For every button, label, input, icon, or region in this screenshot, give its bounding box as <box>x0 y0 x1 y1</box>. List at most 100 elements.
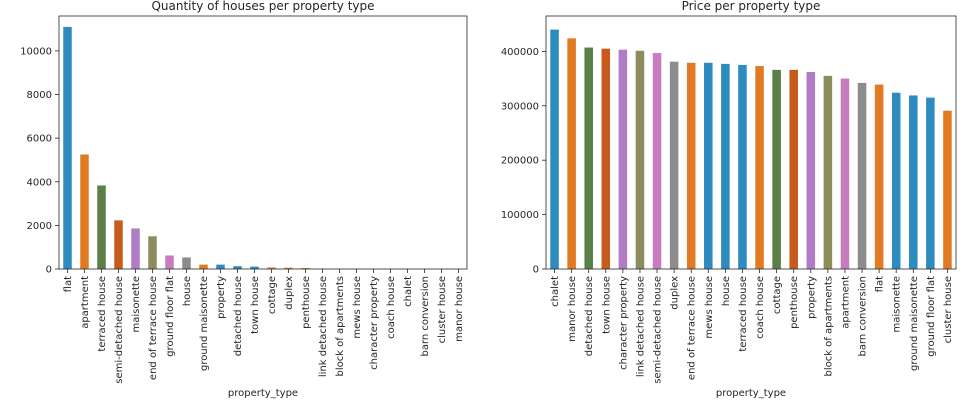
bar <box>823 75 833 270</box>
y-tick-label: 0 <box>46 265 52 276</box>
x-tick-label: penthouse <box>789 276 800 329</box>
x-tick-label: barn conversion <box>420 276 431 357</box>
y-tick-label: 0 <box>533 265 539 276</box>
x-tick-label: cluster house <box>437 276 448 343</box>
x-tick-label: ground floor flat <box>926 276 937 357</box>
x-tick-label: cluster house <box>943 276 954 343</box>
y-ticks: 0 100000 200000 300000 400000 <box>501 47 546 276</box>
x-tick-label: coach house <box>386 276 397 339</box>
y-tick-label: 100000 <box>501 210 539 221</box>
x-tick-label: manor house <box>567 276 578 342</box>
bar <box>926 97 935 269</box>
x-tick-label: penthouse <box>301 276 312 329</box>
bar <box>250 266 259 269</box>
x-tick-label: apartment <box>840 276 851 329</box>
x-tick-label: chalet <box>550 276 561 307</box>
x-tick-label: duplex <box>284 276 295 310</box>
bar <box>148 236 157 269</box>
x-tick-label: terraced house <box>97 276 108 352</box>
y-tick-label: 4000 <box>27 177 52 188</box>
x-tick-label: property <box>806 276 817 319</box>
bar <box>874 84 884 269</box>
x-tick-label: ground floor flat <box>165 276 176 357</box>
x-tick-label: coach house <box>755 276 766 339</box>
bar <box>165 255 174 269</box>
bar <box>131 228 140 269</box>
bar <box>669 61 679 270</box>
bar <box>755 66 764 270</box>
x-tick-label: house <box>721 276 732 306</box>
chart-title: Quantity of houses per property type <box>151 0 374 13</box>
bar <box>704 62 713 269</box>
bar <box>301 268 310 269</box>
x-tick-label: block of apartments <box>335 276 346 377</box>
chart-title: Price per property type <box>682 0 821 13</box>
bar <box>284 267 293 269</box>
x-tick-label: semi-detached house <box>653 276 664 384</box>
bar <box>216 264 225 269</box>
plot-frame <box>545 15 957 270</box>
x-tick-label: detached house <box>233 276 244 356</box>
x-tick-label: mews house <box>704 276 715 339</box>
x-tick-label: terraced house <box>738 276 749 352</box>
y-tick-label: 8000 <box>27 90 52 101</box>
x-tick-label: apartment <box>80 276 91 329</box>
x-tick-label: ground maisonette <box>909 276 920 371</box>
bar <box>80 154 89 269</box>
x-tick-label: chalet <box>403 276 414 307</box>
bar <box>721 63 730 269</box>
x-tick-label: cottage <box>772 276 783 314</box>
x-tick-label: detached house <box>584 276 595 356</box>
bar <box>909 95 918 270</box>
bar <box>199 264 208 269</box>
chart-price-per-property-type: Price per property type 0 100000 200000 300… <box>501 0 957 399</box>
bar <box>114 220 123 269</box>
y-tick-label: 10000 <box>20 46 52 57</box>
x-tick-label: flat <box>63 276 74 292</box>
bar <box>567 38 576 269</box>
bar <box>550 29 559 270</box>
x-tick-label: mews house <box>352 276 363 339</box>
bar <box>652 52 662 269</box>
y-tick-label: 6000 <box>27 134 52 145</box>
bar <box>63 26 72 270</box>
bars <box>63 26 463 270</box>
x-tick-label: manor house <box>454 276 465 342</box>
bar <box>635 50 645 270</box>
bar <box>686 62 696 269</box>
x-tick-label: character property <box>618 276 629 370</box>
y-tick-label: 200000 <box>501 156 539 167</box>
x-tick-label: town house <box>250 276 261 334</box>
x-tick-label: maisonette <box>131 276 142 332</box>
x-tick-label: link detached house <box>635 276 646 377</box>
x-ticks: flat apartment terraced house semi-detached… <box>63 269 465 384</box>
bar <box>789 69 798 269</box>
x-tick-label: house <box>182 276 193 306</box>
y-tick-label: 300000 <box>501 101 539 112</box>
bar <box>738 64 747 269</box>
x-axis-label: property_type <box>228 388 298 399</box>
x-tick-label: town house <box>601 276 612 334</box>
x-tick-label: flat <box>875 276 886 292</box>
y-ticks: 0 2000 4000 6000 8000 10000 <box>20 46 59 276</box>
x-tick-label: ground maisonette <box>199 276 210 371</box>
bar <box>857 82 867 269</box>
bar <box>891 92 901 269</box>
bar <box>772 69 781 269</box>
bar <box>97 185 106 269</box>
x-tick-label: duplex <box>670 276 681 310</box>
bar <box>840 78 850 270</box>
x-tick-label: semi-detached house <box>114 276 125 384</box>
bar <box>233 266 242 269</box>
bar <box>806 72 816 269</box>
bar <box>182 257 191 269</box>
bar <box>943 110 952 270</box>
x-tick-label: link detached house <box>318 276 329 377</box>
x-tick-label: cottage <box>267 276 278 314</box>
plot-frame <box>58 15 468 270</box>
x-tick-label: character property <box>369 276 380 370</box>
bar <box>584 47 593 269</box>
x-tick-label: block of apartments <box>823 276 834 377</box>
bar <box>618 49 628 269</box>
bars <box>550 29 952 270</box>
